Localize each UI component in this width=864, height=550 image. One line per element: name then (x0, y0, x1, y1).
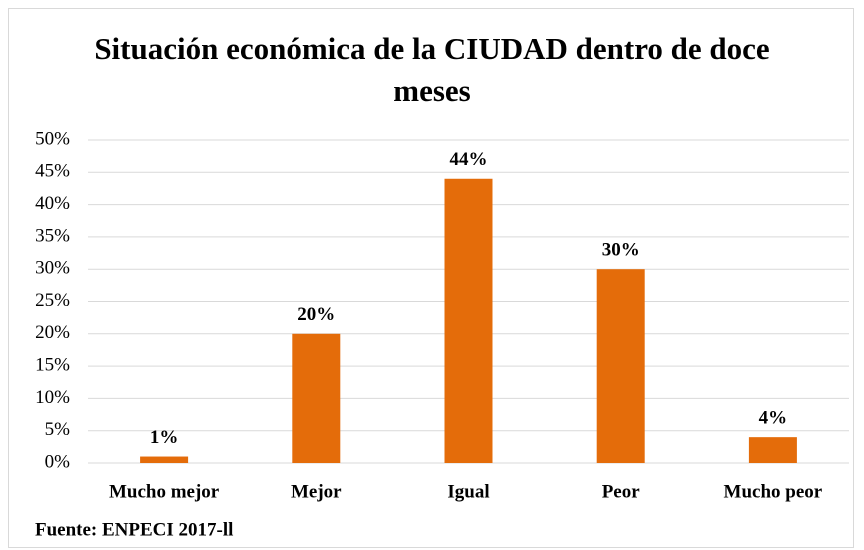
y-tick-label: 15% (35, 354, 70, 375)
y-tick-label: 20% (35, 322, 70, 343)
data-label: 20% (297, 304, 335, 325)
chart-title: Situación económica de la CIUDAD dentro … (94, 31, 770, 108)
x-tick-label: Mejor (291, 481, 342, 502)
data-label: 1% (150, 427, 179, 448)
y-tick-label: 5% (45, 419, 71, 440)
data-label: 44% (450, 149, 488, 170)
y-tick-label: 25% (35, 290, 70, 311)
chart-border (8, 8, 854, 548)
y-tick-label: 30% (35, 258, 70, 279)
y-tick-label: 0% (45, 451, 71, 472)
y-tick-label: 35% (35, 225, 70, 246)
y-tick-label: 50% (35, 128, 70, 149)
bar (596, 269, 645, 463)
y-tick-label: 40% (35, 193, 70, 214)
x-tick-label: Mucho mejor (109, 481, 220, 502)
x-tick-label: Peor (602, 481, 641, 502)
y-tick-label: 10% (35, 387, 70, 408)
bar (292, 333, 341, 463)
bar (140, 456, 189, 463)
y-tick-label: 45% (35, 161, 70, 182)
data-label: 30% (602, 240, 640, 261)
bar (444, 178, 493, 463)
bar (748, 437, 797, 463)
source-note: Fuente: ENPECI 2017-ll (35, 519, 233, 540)
x-tick-label: Mucho peor (724, 481, 823, 502)
x-tick-label: Igual (447, 481, 489, 502)
data-label: 4% (759, 408, 788, 429)
